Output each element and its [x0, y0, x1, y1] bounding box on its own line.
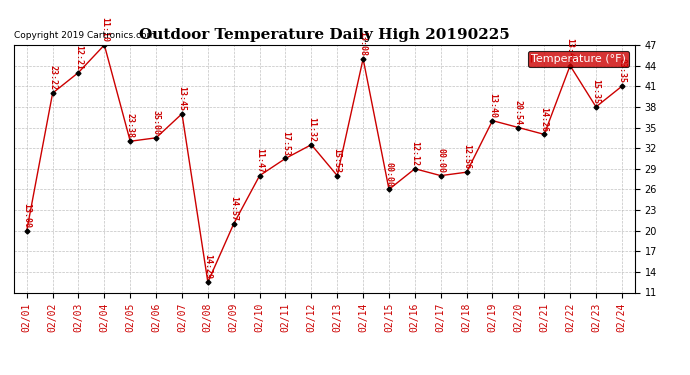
Text: 13:41: 13:41: [566, 38, 575, 63]
Title: Outdoor Temperature Daily High 20190225: Outdoor Temperature Daily High 20190225: [139, 28, 510, 42]
Text: 14:57: 14:57: [229, 196, 238, 221]
Text: 13:40: 13:40: [488, 93, 497, 118]
Text: 35:00: 35:00: [152, 110, 161, 135]
Text: 23:22: 23:22: [48, 65, 57, 90]
Text: 13:00: 13:00: [22, 203, 31, 228]
Text: 17:53: 17:53: [281, 130, 290, 156]
Text: 12:56: 12:56: [462, 144, 471, 170]
Text: 23:38: 23:38: [126, 114, 135, 138]
Text: 20:54: 20:54: [514, 100, 523, 125]
Text: 11:32: 11:32: [307, 117, 316, 142]
Text: 13:08: 13:08: [359, 31, 368, 56]
Text: Copyright 2019 Cartronics.com: Copyright 2019 Cartronics.com: [14, 31, 155, 40]
Text: 00:00: 00:00: [436, 148, 445, 173]
Legend: Temperature (°F): Temperature (°F): [528, 51, 629, 67]
Text: 11:47: 11:47: [255, 148, 264, 173]
Text: 15:53: 15:53: [333, 148, 342, 173]
Text: 14:29: 14:29: [204, 254, 213, 279]
Text: 00:00: 00:00: [384, 162, 393, 187]
Text: 14:26: 14:26: [540, 106, 549, 132]
Text: 03:35: 03:35: [618, 58, 627, 84]
Text: 11:10: 11:10: [100, 17, 109, 42]
Text: 15:35: 15:35: [591, 79, 600, 104]
Text: 12:21: 12:21: [74, 45, 83, 70]
Text: 13:45: 13:45: [177, 86, 186, 111]
Text: 12:12: 12:12: [411, 141, 420, 166]
